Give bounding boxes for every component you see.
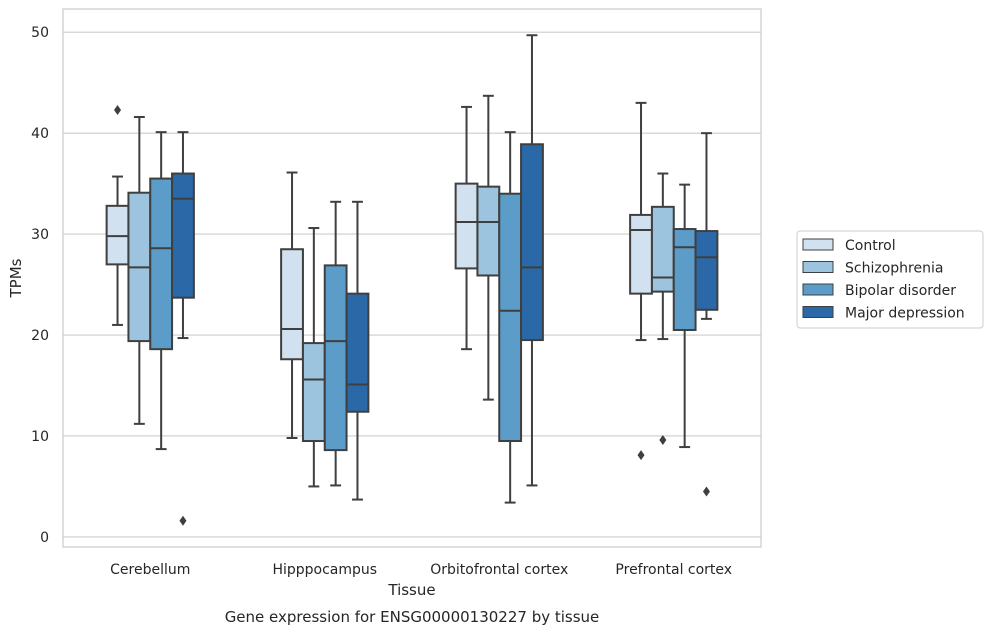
box-body — [520, 143, 544, 342]
outlier-point — [659, 435, 667, 446]
box — [323, 200, 348, 487]
box-body — [345, 292, 370, 413]
x-tick-label: Orbitofrontal cortex — [430, 562, 568, 578]
x-axis-title: Tissue — [387, 581, 435, 599]
box — [127, 116, 152, 425]
legend-label: Bipolar disorder — [845, 283, 956, 299]
legend-swatch — [802, 238, 834, 251]
plot-area-frame — [62, 8, 762, 548]
y-tick-label: 20 — [31, 328, 49, 344]
box — [171, 131, 195, 526]
legend-swatch — [802, 261, 834, 273]
box-body — [323, 264, 348, 452]
legend-swatch — [802, 283, 834, 296]
box — [694, 132, 719, 497]
outlier-point — [179, 515, 187, 526]
box — [454, 105, 479, 351]
box-body — [149, 177, 174, 351]
box-body — [498, 192, 523, 443]
legend-label: Control — [845, 238, 896, 254]
outlier-point — [637, 450, 645, 461]
box — [105, 104, 130, 326]
box — [280, 171, 304, 439]
box-body — [629, 213, 653, 295]
x-tick-label: Cerebellum — [110, 562, 190, 578]
box — [520, 34, 544, 487]
legend-label: Major depression — [845, 306, 965, 322]
y-tick-label: 10 — [31, 429, 49, 445]
x-tick-label: Hipppocampus — [272, 562, 377, 578]
box-body — [301, 342, 326, 443]
box-body — [672, 228, 697, 331]
box-body — [454, 182, 479, 270]
box — [629, 101, 653, 461]
box — [476, 94, 501, 401]
y-axis-title: TPMs — [7, 258, 25, 298]
box-body — [476, 185, 501, 277]
box-body — [171, 172, 195, 299]
box-body — [280, 248, 304, 361]
box-series — [105, 34, 719, 526]
box — [149, 131, 174, 451]
y-tick-labels: 0 10 20 30 40 50 — [31, 25, 49, 546]
box — [301, 227, 326, 488]
y-tick-label: 40 — [31, 126, 49, 142]
x-tick-labels: Cerebellum Hipppocampus Orbitofrontal cort… — [110, 562, 732, 578]
box-body — [105, 204, 130, 266]
box — [650, 172, 675, 446]
x-tick-label: Prefrontal cortex — [615, 562, 732, 578]
chart-caption: Gene expression for ENSG00000130227 by t… — [225, 608, 600, 626]
y-tick-label: 50 — [31, 25, 49, 41]
y-tick-label: 0 — [40, 530, 49, 546]
legend: Control Schizophrenia Bipolar disorder Majo… — [796, 230, 984, 329]
box — [672, 183, 697, 449]
y-tick-label: 30 — [31, 227, 49, 243]
box — [498, 131, 523, 504]
legend-swatch — [802, 306, 834, 318]
box — [345, 200, 370, 501]
outlier-point — [114, 104, 122, 115]
legend-label: Schizophrenia — [845, 261, 943, 277]
box-body — [694, 230, 719, 311]
legend-frame — [796, 230, 984, 329]
outlier-point — [702, 486, 710, 497]
box-body — [650, 205, 675, 293]
